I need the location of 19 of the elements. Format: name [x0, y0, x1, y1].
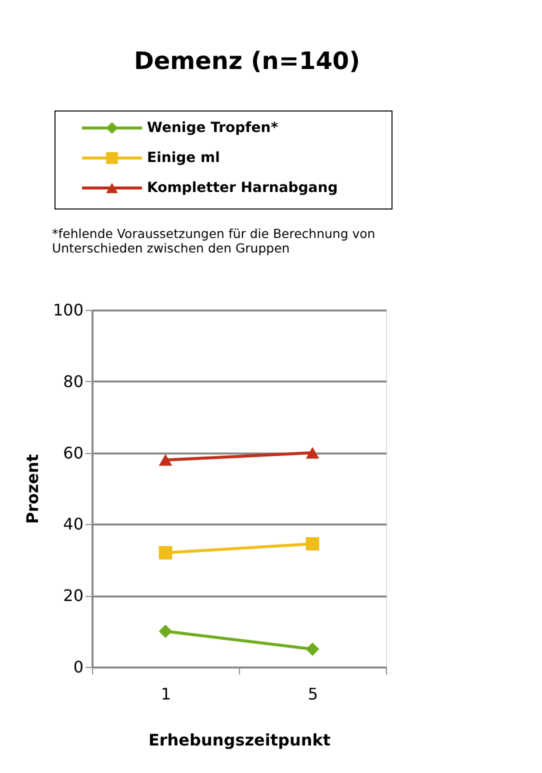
chart-title: Demenz (n=140): [134, 47, 360, 75]
text: *fehlende Voraussetzungen für die Berechnung von Unterschieden zwischen den Gruppen: [52, 226, 376, 256]
x-tick-label: 1: [160, 684, 172, 704]
x-axis-title: Erhebungszeitpunkt: [148, 730, 331, 750]
point: [158, 624, 172, 638]
y-tick-label: 60: [63, 443, 84, 462]
legend-label: Kompletter Harnabgang: [147, 180, 338, 196]
y-tick-label: 0: [73, 658, 84, 676]
x-tick-label: 5: [308, 684, 318, 704]
y-tick-label: 100: [52, 300, 84, 320]
y-tick-label: 20: [63, 586, 84, 606]
point: [306, 537, 320, 551]
y-axis-title: Prozent: [22, 454, 42, 524]
point: [306, 642, 320, 656]
legend-label: Einige ml: [147, 150, 220, 166]
y-tick-label: 40: [63, 514, 84, 534]
y-tick-label: 80: [63, 372, 84, 391]
legend-label: Wenige Tropfen*: [147, 120, 279, 136]
point: [158, 546, 172, 560]
